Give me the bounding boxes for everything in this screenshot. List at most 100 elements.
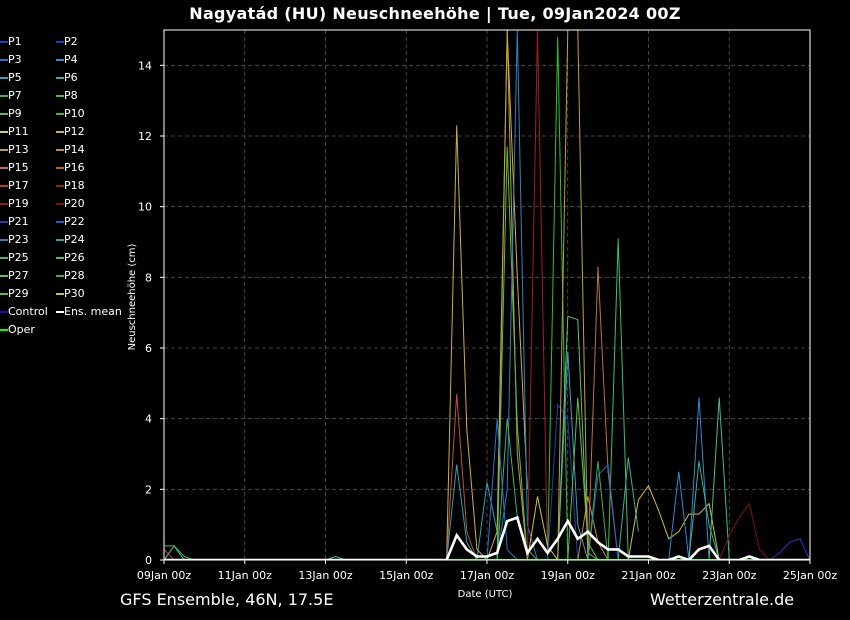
legend-swatch bbox=[56, 293, 64, 295]
legend-swatch bbox=[0, 77, 8, 79]
legend-label: P13 bbox=[8, 143, 29, 156]
legend-item: P26 bbox=[56, 250, 85, 266]
y-tick-label: 0 bbox=[145, 554, 152, 567]
legend-item: P3 bbox=[0, 52, 22, 68]
legend-swatch bbox=[0, 221, 8, 223]
legend-swatch bbox=[0, 311, 8, 313]
series-line bbox=[164, 463, 619, 560]
legend-label: P30 bbox=[64, 287, 85, 300]
series-line bbox=[164, 30, 528, 560]
legend-label: P22 bbox=[64, 215, 85, 228]
series-line bbox=[164, 146, 538, 560]
legend-swatch bbox=[0, 203, 8, 205]
legend-label: Control bbox=[8, 305, 48, 318]
legend-label: P1 bbox=[8, 35, 22, 48]
legend-label: P12 bbox=[64, 125, 85, 138]
series-line bbox=[164, 30, 538, 560]
legend-item: P27 bbox=[0, 268, 29, 284]
series-line bbox=[164, 502, 770, 560]
legend-item: P19 bbox=[0, 196, 29, 212]
legend-label: P9 bbox=[8, 107, 22, 120]
x-tick-label: 21Jan 00z bbox=[621, 569, 675, 582]
legend-label: P8 bbox=[64, 89, 78, 102]
legend-label: Ens. mean bbox=[64, 305, 122, 318]
legend-swatch bbox=[56, 221, 64, 223]
legend-swatch bbox=[56, 131, 64, 133]
legend-item: P29 bbox=[0, 286, 29, 302]
series-line bbox=[164, 496, 568, 560]
legend-item: P15 bbox=[0, 160, 29, 176]
model-info: GFS Ensemble, 46N, 17.5E bbox=[120, 590, 334, 609]
legend-swatch bbox=[56, 59, 64, 61]
series-line bbox=[164, 545, 205, 560]
x-tick-label: 19Jan 00z bbox=[541, 569, 595, 582]
series-group bbox=[164, 30, 810, 560]
legend-label: P7 bbox=[8, 89, 22, 102]
legend-swatch bbox=[0, 149, 8, 151]
y-tick-label: 8 bbox=[145, 271, 152, 284]
legend-item: P24 bbox=[56, 232, 85, 248]
legend-label: P29 bbox=[8, 287, 29, 300]
legend-label: Oper bbox=[8, 323, 35, 336]
legend-item: P20 bbox=[56, 196, 85, 212]
legend-label: P27 bbox=[8, 269, 29, 282]
legend-swatch bbox=[0, 257, 8, 259]
series-line bbox=[164, 549, 205, 560]
legend-label: P11 bbox=[8, 125, 29, 138]
legend-item: Ens. mean bbox=[56, 304, 122, 320]
legend-swatch bbox=[0, 329, 8, 331]
legend-label: P25 bbox=[8, 251, 29, 264]
legend-label: P3 bbox=[8, 53, 22, 66]
series-line bbox=[164, 457, 639, 560]
legend-swatch bbox=[0, 185, 8, 187]
legend-item: P6 bbox=[56, 70, 78, 86]
legend-label: P19 bbox=[8, 197, 29, 210]
series-line bbox=[164, 37, 569, 560]
legend-swatch bbox=[0, 293, 8, 295]
legend-swatch bbox=[56, 185, 64, 187]
legend-label: P5 bbox=[8, 71, 22, 84]
y-tick-label: 14 bbox=[138, 59, 152, 72]
legend-swatch bbox=[0, 59, 8, 61]
legend-label: P24 bbox=[64, 233, 85, 246]
y-tick-label: 10 bbox=[138, 201, 152, 214]
legend-swatch bbox=[56, 113, 64, 115]
legend-item: Control bbox=[0, 304, 48, 320]
y-tick-label: 2 bbox=[145, 483, 152, 496]
legend-item: P7 bbox=[0, 88, 22, 104]
series-line bbox=[164, 538, 810, 560]
legend-label: P16 bbox=[64, 161, 85, 174]
series-line bbox=[164, 515, 810, 560]
series-line bbox=[164, 393, 478, 560]
legend-swatch bbox=[56, 149, 64, 151]
legend-swatch bbox=[0, 239, 8, 241]
x-tick-label: 15Jan 00z bbox=[379, 569, 433, 582]
legend-label: P20 bbox=[64, 197, 85, 210]
series-line bbox=[164, 545, 346, 560]
x-tick-label: 13Jan 00z bbox=[298, 569, 352, 582]
legend-item: P5 bbox=[0, 70, 22, 86]
legend-item: P23 bbox=[0, 232, 29, 248]
legend-item: P18 bbox=[56, 178, 85, 194]
legend-item: P28 bbox=[56, 268, 85, 284]
legend-swatch bbox=[56, 257, 64, 259]
y-tick-label: 6 bbox=[145, 342, 152, 355]
y-axis-label: Neuschneehöhe (cm) bbox=[127, 243, 138, 350]
legend-swatch bbox=[56, 239, 64, 241]
legend-item: P13 bbox=[0, 142, 29, 158]
legend-item: P12 bbox=[56, 124, 85, 140]
legend-swatch bbox=[56, 275, 64, 277]
legend-item: P2 bbox=[56, 34, 78, 50]
legend-item: P25 bbox=[0, 250, 29, 266]
series-line bbox=[164, 496, 609, 560]
site-credit: Wetterzentrale.de bbox=[650, 590, 795, 609]
legend-item: P11 bbox=[0, 124, 29, 140]
legend-swatch bbox=[56, 41, 64, 43]
series-line bbox=[164, 461, 720, 560]
legend-item: P1 bbox=[0, 34, 22, 50]
legend-item: P17 bbox=[0, 178, 29, 194]
x-tick-label: 17Jan 00z bbox=[460, 569, 514, 582]
legend-label: P2 bbox=[64, 35, 78, 48]
